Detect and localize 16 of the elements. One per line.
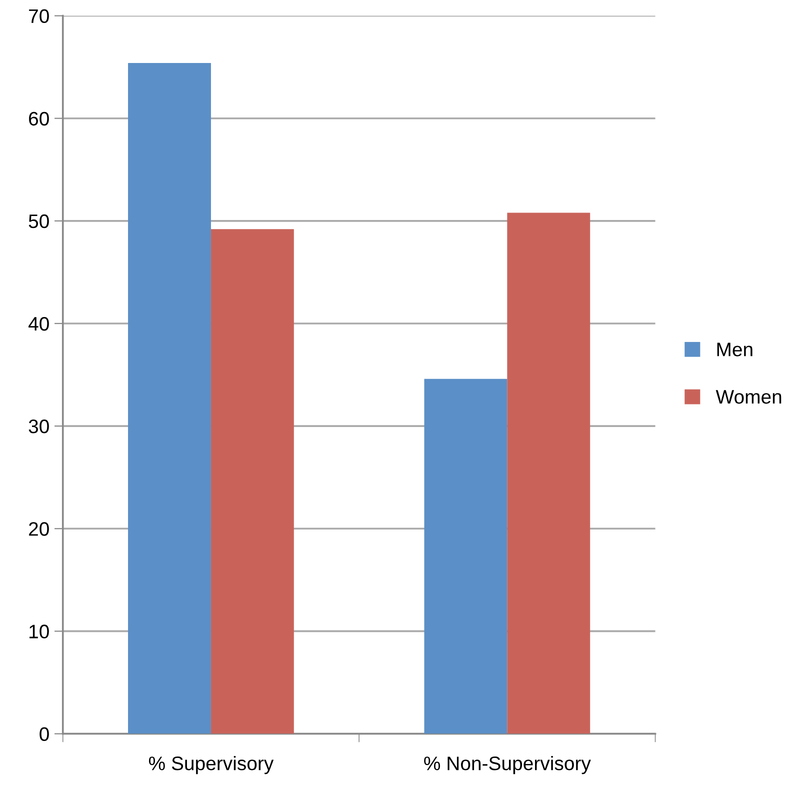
legend-label: Men [717, 342, 752, 356]
bar [507, 212, 590, 734]
y-tick-label: 50 [28, 214, 49, 228]
y-tick-label: 60 [29, 112, 49, 126]
y-tick-label: 40 [28, 316, 49, 331]
y-tick-label: 30 [28, 420, 49, 434]
y-tick-label: 0 [40, 727, 49, 742]
y-tick-label: 20 [29, 522, 49, 536]
y-tick-label: 70 [29, 9, 49, 24]
x-tick-label: % Supervisory [148, 756, 274, 774]
y-tick-label: 10 [30, 624, 49, 638]
bar [128, 62, 211, 734]
bar [424, 378, 508, 734]
bar [210, 229, 294, 734]
x-tick-label: % Non-Supervisory [424, 756, 591, 774]
legend-label: Women [716, 390, 782, 404]
